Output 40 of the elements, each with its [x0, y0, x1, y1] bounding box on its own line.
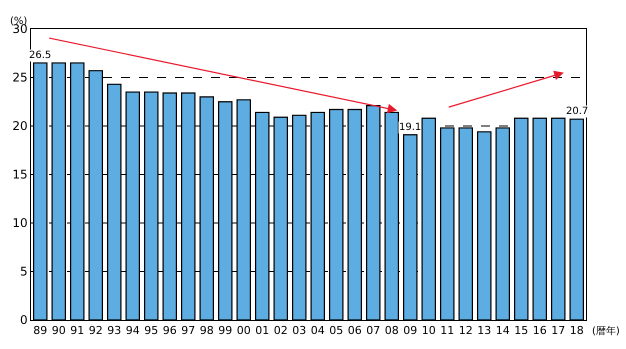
x-tick-label: 94: [126, 324, 140, 338]
data-label: 19.1: [399, 122, 422, 133]
x-tick-label: 07: [366, 324, 380, 338]
x-tick-label: 89: [33, 324, 48, 338]
x-tick-label: 95: [144, 324, 158, 338]
y-tick-label: 0: [20, 313, 28, 328]
x-tick-label: 13: [477, 324, 492, 338]
x-tick-label: 06: [348, 324, 362, 338]
x-tick-label: 98: [200, 324, 214, 338]
x-tick-label: 96: [162, 324, 177, 338]
x-tick-label: 91: [70, 324, 84, 338]
x-tick-label: 01: [255, 324, 270, 338]
x-tick-label: 15: [514, 324, 528, 338]
x-tick-label: 93: [107, 324, 122, 338]
x-tick-label: 09: [403, 324, 418, 338]
x-tick-label: 17: [551, 324, 566, 338]
x-tick-label: 14: [496, 324, 510, 338]
x-tick-label: 92: [88, 324, 103, 338]
x-tick-label: 10: [422, 324, 436, 338]
data-label: 20.7: [566, 106, 588, 117]
x-tick-label: 97: [181, 324, 196, 338]
x-tick-label: 05: [329, 324, 344, 338]
x-tick-label: 03: [292, 324, 306, 338]
y-tick-label: 20: [12, 119, 28, 134]
x-tick-label: 11: [440, 324, 454, 338]
x-tick-label: 12: [458, 324, 473, 338]
x-tick-label: 99: [218, 324, 232, 338]
y-tick-label: 25: [12, 70, 28, 85]
x-tick-label: 90: [52, 324, 66, 338]
y-tick-label: 10: [12, 216, 28, 230]
x-axis-title: (暦年): [592, 325, 620, 337]
x-tick-label: 04: [310, 324, 325, 338]
x-tick-label: 16: [532, 324, 547, 338]
x-tick-label: 00: [236, 324, 251, 338]
x-tick-label: 18: [570, 324, 584, 338]
data-label: 26.5: [29, 50, 52, 61]
x-tick-label: 02: [274, 324, 288, 338]
x-tick-label: 08: [384, 324, 399, 338]
y-tick-label: 15: [12, 168, 28, 182]
y-tick-label: 5: [20, 264, 28, 279]
